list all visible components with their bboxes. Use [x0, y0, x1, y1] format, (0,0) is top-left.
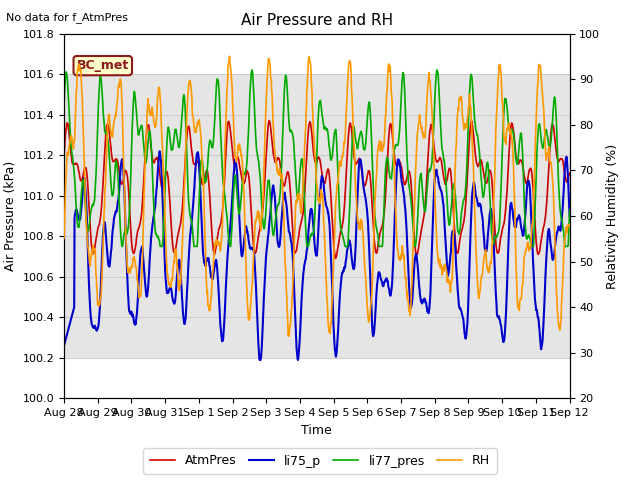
Line: li77_pres: li77_pres — [64, 70, 570, 246]
Line: li75_p: li75_p — [64, 151, 570, 360]
X-axis label: Time: Time — [301, 424, 332, 437]
AtmPres — [266, 118, 273, 123]
AtmPres — [396, 158, 403, 164]
RH — [173, 253, 180, 259]
li75_p — [396, 162, 403, 168]
li75_p — [257, 357, 264, 363]
li77_pres — [566, 207, 573, 213]
AtmPres — [160, 181, 168, 187]
RH — [160, 185, 168, 191]
li77_pres — [506, 129, 514, 135]
li77_pres — [461, 185, 469, 191]
RH — [566, 223, 573, 229]
RH — [226, 53, 234, 59]
Text: BC_met: BC_met — [77, 59, 129, 72]
li75_p — [566, 213, 573, 219]
li77_pres — [118, 243, 126, 249]
Y-axis label: Air Pressure (kPa): Air Pressure (kPa) — [4, 161, 17, 271]
li75_p — [461, 336, 469, 342]
AtmPres — [461, 202, 469, 207]
RH — [396, 257, 403, 263]
Text: No data for f_AtmPres: No data for f_AtmPres — [6, 12, 129, 23]
li75_p — [506, 204, 514, 210]
Line: AtmPres: AtmPres — [64, 120, 570, 258]
li75_p — [230, 176, 237, 181]
RH — [506, 127, 514, 132]
li75_p — [161, 252, 168, 257]
AtmPres — [173, 241, 180, 247]
RH — [461, 121, 469, 127]
RH — [230, 113, 237, 119]
li75_p — [156, 148, 163, 154]
li75_p — [60, 343, 68, 348]
Y-axis label: Relativity Humidity (%): Relativity Humidity (%) — [606, 144, 619, 288]
AtmPres — [60, 155, 68, 160]
li77_pres — [173, 132, 180, 138]
Line: RH: RH — [64, 56, 570, 336]
RH — [60, 235, 68, 241]
li77_pres — [161, 200, 168, 205]
li77_pres — [230, 193, 237, 199]
AtmPres — [566, 170, 573, 176]
RH — [285, 334, 292, 339]
AtmPres — [332, 255, 339, 261]
li77_pres — [396, 128, 403, 133]
li77_pres — [60, 101, 68, 107]
AtmPres — [506, 132, 514, 137]
li75_p — [173, 276, 180, 282]
Title: Air Pressure and RH: Air Pressure and RH — [241, 13, 393, 28]
Bar — [64, 74, 570, 358]
AtmPres — [229, 153, 237, 159]
li77_pres — [248, 67, 256, 73]
Legend: AtmPres, li75_p, li77_pres, RH: AtmPres, li75_p, li77_pres, RH — [143, 448, 497, 474]
